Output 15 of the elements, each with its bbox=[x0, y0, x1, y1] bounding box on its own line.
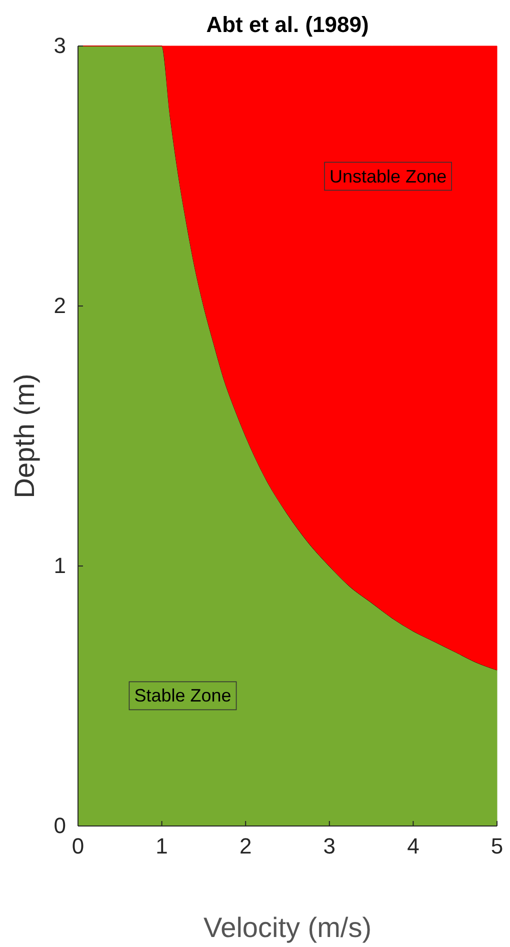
x-tick-label: 0 bbox=[72, 834, 84, 859]
y-axis-title: Depth (m) bbox=[9, 374, 40, 498]
y-tick-label: 3 bbox=[54, 33, 66, 58]
x-tick-label: 1 bbox=[156, 834, 168, 859]
x-tick-label: 5 bbox=[490, 834, 504, 859]
y-tick-label: 1 bbox=[54, 553, 66, 578]
x-tick-label: 3 bbox=[323, 834, 336, 859]
annotation: Stable Zone bbox=[134, 686, 232, 706]
x-tick-label: 2 bbox=[239, 834, 252, 859]
y-tick-label: 2 bbox=[54, 293, 66, 318]
annotation: Unstable Zone bbox=[330, 166, 447, 186]
chart-title: Abt et al. (1989) bbox=[206, 12, 369, 37]
x-axis-title: Velocity (m/s) bbox=[203, 912, 372, 943]
x-tick-label: 4 bbox=[407, 834, 420, 859]
y-tick-label: 0 bbox=[54, 813, 66, 838]
